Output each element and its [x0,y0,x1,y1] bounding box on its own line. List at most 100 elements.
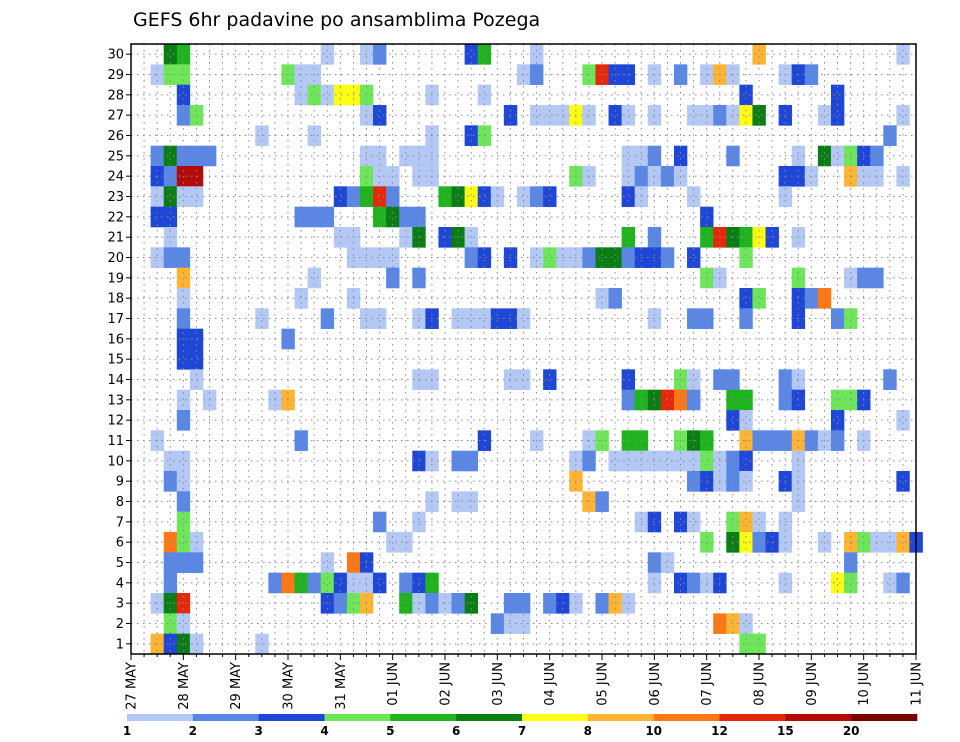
heatmap-cell [163,552,178,573]
heatmap-cell [438,186,452,207]
heatmap-cell [830,145,845,167]
heatmap-cell [582,491,596,512]
heatmap-cell [582,247,596,268]
heatmap-cell [896,572,910,594]
heatmap-cell [739,633,753,655]
x-tick-label: 03 JUN [491,662,506,706]
heatmap-cell [150,145,165,167]
heatmap-cell [608,105,622,126]
legend-swatch [390,714,457,721]
heatmap-cell [477,44,492,65]
legend-label: 3 [254,724,262,738]
heatmap-cell [516,613,531,634]
x-tick-label: 30 MAY [282,662,297,710]
heatmap-cell [739,389,753,411]
heatmap-cell [176,633,191,655]
heatmap-cell [621,105,636,126]
heatmap-cell [687,308,701,329]
y-tick-label: 11 [107,434,124,449]
heatmap-cell [333,186,348,207]
heatmap-cell [176,145,191,167]
heatmap-cell [726,105,740,126]
heatmap-cell [320,206,335,228]
heatmap-cell [608,247,622,268]
x-tick-label: 31 MAY [334,662,349,710]
heatmap-cell [307,125,322,146]
heatmap-cell [163,471,178,492]
heatmap-cell [412,145,426,167]
heatmap-cell [883,369,897,390]
heatmap-cell [150,206,165,228]
heatmap-cell [189,145,204,167]
x-tick-label: 07 JUN [700,662,715,706]
x-tick-label: 29 MAY [229,662,244,710]
heatmap-cell [673,450,688,472]
legend-swatch [785,714,852,721]
x-tick-label: 11 JUN [910,662,925,706]
heatmap-cell [477,308,492,329]
x-tick-label: 06 JUN [648,662,663,706]
heatmap-cell [830,572,845,594]
heatmap-cell [451,308,465,329]
heatmap-cell [660,247,675,268]
heatmap-cell [307,572,322,594]
heatmap-cell [687,511,701,533]
heatmap-cell [608,288,622,309]
heatmap-cell [726,471,740,492]
heatmap-cell [883,125,897,146]
heatmap-cell [543,369,557,390]
y-tick-label: 22 [107,210,124,225]
x-tick-label: 08 JUN [753,662,768,706]
y-axis: 1234567891011121314151617181920212223242… [107,48,131,652]
heatmap-cell [163,450,178,472]
legend-swatch [456,714,523,721]
y-tick-label: 25 [107,149,124,164]
heatmap-cell [176,450,191,472]
heatmap-cell [477,125,492,146]
heatmap-cell [830,389,845,411]
heatmap-cell [294,572,308,594]
heatmap-cell [163,44,178,65]
heatmap-cell [399,572,413,594]
heatmap-cell [739,450,753,472]
heatmap-cell [176,44,191,65]
heatmap-cell [673,145,688,167]
heatmap-cell [739,511,753,533]
heatmap-cell [189,349,204,370]
heatmap-cell [687,450,701,472]
heatmap-cell [673,572,688,594]
heatmap-cell [687,105,701,126]
heatmap-cell [386,267,400,289]
heatmap-cell [752,288,766,309]
heatmap-cell [621,450,636,472]
heatmap-cell [333,572,348,594]
legend-swatch [324,714,391,721]
heatmap-cell [359,44,374,65]
heatmap-cell [739,471,753,492]
heatmap-cell [516,186,531,207]
legend-label: 10 [645,724,662,738]
heatmap-cell [503,613,518,634]
heatmap-cell [543,247,557,268]
legend-label: 12 [711,724,728,738]
heatmap-cell [412,267,426,289]
heatmap-cell [176,410,191,431]
heatmap-cell [189,633,204,655]
heatmap-cell [608,450,622,472]
y-tick-label: 1 [116,637,124,652]
heatmap-cell [412,572,426,594]
heatmap-cell [386,186,400,207]
legend-label: 2 [189,724,197,738]
heatmap-cell [556,105,570,126]
y-tick-label: 27 [107,109,124,124]
heatmap-cell [176,491,191,512]
y-tick-label: 10 [107,454,124,469]
heatmap-cell [386,206,400,228]
y-tick-label: 21 [107,231,124,246]
y-tick-label: 24 [107,170,124,185]
legend-label: 15 [777,724,794,738]
heatmap-cell [359,308,374,329]
legend-swatch [851,714,918,721]
heatmap-cells [150,44,923,655]
heatmap-cell [700,471,714,492]
